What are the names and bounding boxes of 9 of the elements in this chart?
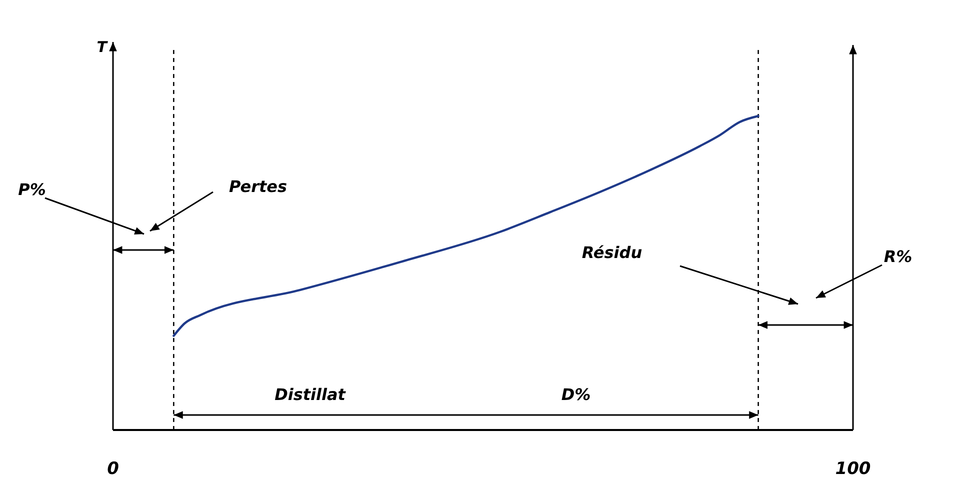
x-tick-label: 0 [107, 459, 120, 479]
annotation: Distillat [274, 385, 347, 404]
annotation: Pertes [228, 177, 288, 196]
x-tick-label: 100 [835, 459, 871, 479]
annotation: D% [561, 385, 591, 404]
annotation: Résidu [582, 243, 642, 262]
text: P% [18, 180, 46, 199]
y-axis-title: T [96, 38, 109, 56]
text: R% [884, 247, 912, 266]
